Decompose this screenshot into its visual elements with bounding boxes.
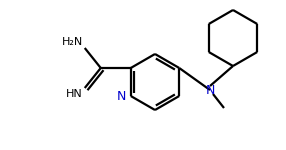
Text: HN: HN <box>66 89 83 99</box>
Text: N: N <box>116 90 126 102</box>
Text: N: N <box>205 84 215 96</box>
Text: H₂N: H₂N <box>61 37 83 47</box>
